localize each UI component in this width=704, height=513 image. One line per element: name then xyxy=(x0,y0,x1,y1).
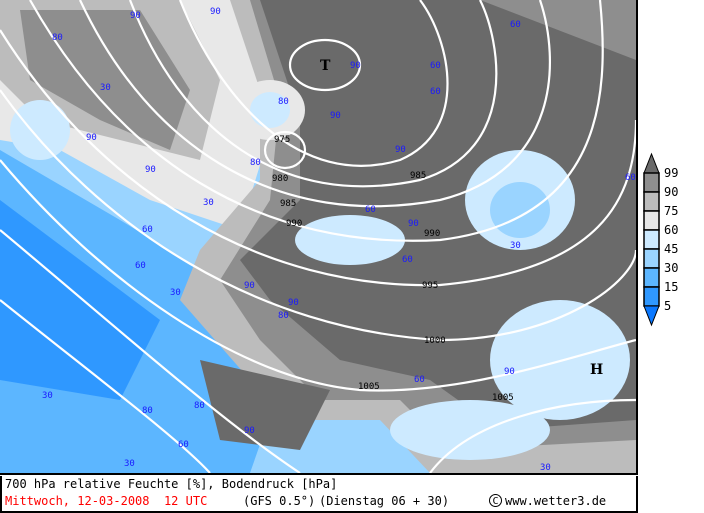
humidity-label: 30 xyxy=(100,83,111,93)
humidity-zone xyxy=(200,360,330,450)
color-legend: 99 90 75 60 45 30 15 5 xyxy=(638,150,704,330)
legend-arrow-bottom xyxy=(643,305,660,327)
model-name: (GFS 0.5°) xyxy=(243,494,316,508)
legend-swatch xyxy=(643,172,660,193)
copyright-icon: C xyxy=(489,494,502,507)
isobar-label: 975 xyxy=(274,135,290,145)
legend-swatch xyxy=(643,248,660,269)
humidity-zone xyxy=(20,10,190,150)
isobar-label: 985 xyxy=(410,171,426,181)
humidity-label: 30 xyxy=(124,459,135,469)
humidity-label: 30 xyxy=(203,198,214,208)
isobar-label: 1005 xyxy=(492,393,514,403)
legend-arrow-top xyxy=(643,152,660,174)
humidity-labels: 90 90 80 90 60 30 80 60 90 90 90 60 80 9… xyxy=(42,7,636,473)
humidity-field: T H 975 980 985 990 985 990 995 1000 100… xyxy=(0,0,638,474)
humidity-label: 60 xyxy=(510,20,521,30)
legend-label: 99 xyxy=(664,166,678,180)
isobar xyxy=(263,130,307,170)
map-caption: 700 hPa relative Feuchte [%], Bodendruck… xyxy=(0,476,638,513)
humidity-label: 30 xyxy=(170,288,181,298)
humidity-zone xyxy=(250,92,290,128)
weather-map: T H 975 980 985 990 985 990 995 1000 100… xyxy=(0,0,638,475)
humidity-label: 30 xyxy=(510,241,521,251)
isobars xyxy=(0,0,638,474)
humidity-label: 90 xyxy=(395,145,406,155)
legend-label: 15 xyxy=(664,280,678,294)
humidity-label: 80 xyxy=(250,158,261,168)
humidity-label: 60 xyxy=(414,375,425,385)
legend-label: 45 xyxy=(664,242,678,256)
legend-label: 30 xyxy=(664,261,678,275)
isobar-label: 985 xyxy=(280,199,296,209)
isobar-label: 980 xyxy=(272,174,288,184)
isobar xyxy=(288,38,362,92)
isobar-label: 990 xyxy=(424,229,440,239)
humidity-label: 90 xyxy=(130,11,141,21)
humidity-zone xyxy=(295,215,405,265)
humidity-label: 90 xyxy=(210,7,221,17)
isobar-labels: 975 980 985 990 985 990 995 1000 1005 10… xyxy=(272,135,514,403)
humidity-label: 90 xyxy=(145,165,156,175)
humidity-label: 80 xyxy=(194,401,205,411)
isobar xyxy=(0,89,638,342)
humidity-zone xyxy=(10,100,70,160)
humidity-zone xyxy=(390,400,550,460)
legend-swatch xyxy=(643,210,660,231)
legend-swatch xyxy=(643,267,660,288)
humidity-label: 90 xyxy=(330,111,341,121)
humidity-label: 90 xyxy=(504,367,515,377)
humidity-label: 30 xyxy=(42,391,53,401)
high-pressure-marker: H xyxy=(590,362,603,378)
humidity-label: 60 xyxy=(402,255,413,265)
humidity-label: 60 xyxy=(135,261,146,271)
isobar xyxy=(0,159,637,392)
humidity-label: 60 xyxy=(142,225,153,235)
isobar xyxy=(128,0,498,188)
isobar xyxy=(0,229,301,474)
humidity-label: 30 xyxy=(540,463,551,473)
humidity-label: 60 xyxy=(625,173,636,183)
low-pressure-marker: T xyxy=(320,58,331,74)
humidity-label: 90 xyxy=(244,281,255,291)
humidity-label: 60 xyxy=(430,61,441,71)
humidity-zone xyxy=(490,182,550,238)
legend-swatch xyxy=(643,229,660,250)
humidity-label: 80 xyxy=(278,97,289,107)
legend-swatch xyxy=(643,286,660,307)
isobar xyxy=(178,0,449,167)
legend-swatch xyxy=(643,191,660,212)
humidity-label: 90 xyxy=(350,61,361,71)
isobar-label: 1005 xyxy=(358,382,380,392)
humidity-label: 80 xyxy=(52,33,63,43)
isobar-label: 1000 xyxy=(424,336,446,346)
legend-scale: 99 90 75 60 45 30 15 5 xyxy=(643,152,678,327)
humidity-label: 80 xyxy=(278,311,289,321)
humidity-label: 90 xyxy=(288,298,299,308)
humidity-zone xyxy=(0,200,160,400)
isobar xyxy=(0,29,638,287)
isobar-label: 990 xyxy=(286,219,302,229)
humidity-label: 60 xyxy=(365,205,376,215)
caption-title: 700 hPa relative Feuchte [%], Bodendruck… xyxy=(5,477,338,491)
humidity-label: 90 xyxy=(408,219,419,229)
legend-label: 5 xyxy=(664,299,671,313)
humidity-label: 90 xyxy=(86,133,97,143)
legend-label: 75 xyxy=(664,204,678,218)
humidity-label: 60 xyxy=(430,87,441,97)
humidity-label: 90 xyxy=(244,426,255,436)
humidity-label: 60 xyxy=(178,440,189,450)
legend-label: 60 xyxy=(664,223,678,237)
isobar xyxy=(0,299,211,474)
isobar-label: 995 xyxy=(422,281,438,291)
isobar xyxy=(79,0,551,208)
humidity-label: 80 xyxy=(142,406,153,416)
isobar xyxy=(429,398,637,474)
legend-label: 90 xyxy=(664,185,678,199)
valid-time: Mittwoch, 12-03-2008 12 UTC xyxy=(5,494,208,508)
copyright-link[interactable]: www.wetter3.de xyxy=(505,494,607,508)
isobar xyxy=(29,0,604,242)
model-run: (Dienstag 06 + 30) xyxy=(319,494,450,508)
